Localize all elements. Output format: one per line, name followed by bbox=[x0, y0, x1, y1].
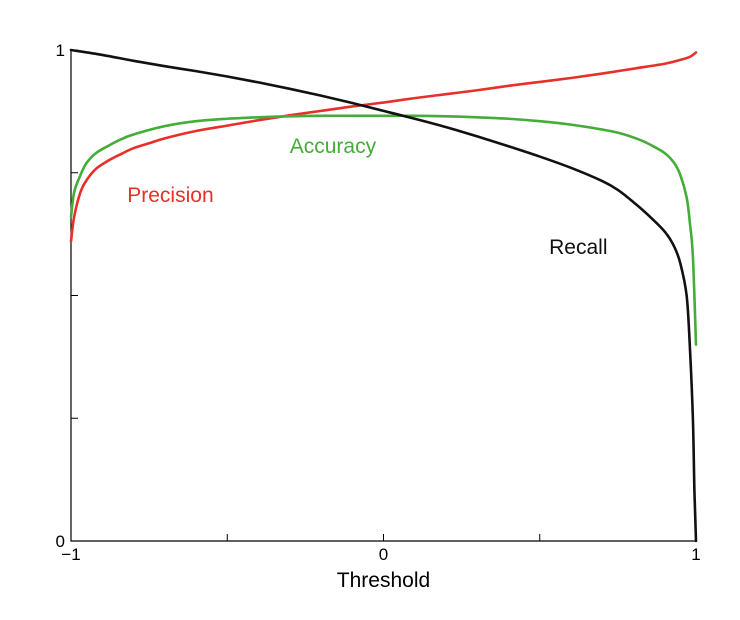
series-lines bbox=[69, 48, 698, 543]
series-line-precision bbox=[69, 51, 698, 243]
axes bbox=[70, 50, 696, 542]
x-tick-label: 1 bbox=[691, 545, 700, 564]
series-label-precision: Precision bbox=[127, 184, 213, 207]
x-tick-label: 0 bbox=[379, 545, 388, 564]
series-labels: Precision Accuracy Recall bbox=[127, 135, 607, 259]
series-label-accuracy: Accuracy bbox=[290, 135, 377, 158]
ticks: −1 0 101 bbox=[56, 41, 701, 564]
x-axis-title: Threshold bbox=[337, 569, 430, 592]
series-line-accuracy bbox=[69, 114, 698, 346]
axis-lines bbox=[70, 50, 696, 542]
series-label-recall: Recall bbox=[549, 236, 607, 259]
x-tick-label: −1 bbox=[61, 545, 80, 564]
y-tick-label: 1 bbox=[56, 41, 65, 60]
series-line-recall bbox=[69, 48, 698, 543]
y-tick-label: 0 bbox=[56, 532, 65, 551]
